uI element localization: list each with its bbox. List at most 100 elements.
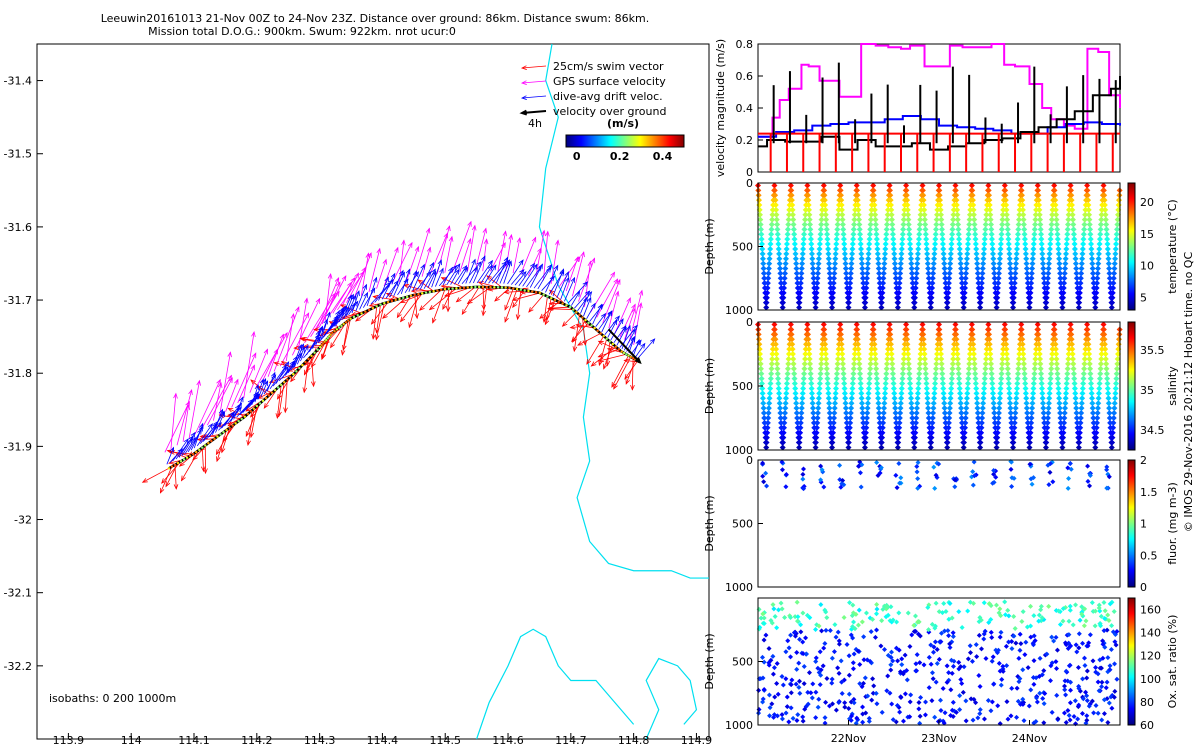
section-marker (970, 600, 976, 606)
swim-vector (539, 301, 560, 319)
section-marker (827, 627, 833, 633)
section-marker (830, 424, 837, 431)
section-marker (1018, 641, 1024, 647)
drift-vector-head (590, 302, 596, 309)
section-marker (1005, 370, 1012, 377)
section-marker (1015, 226, 1022, 233)
swim-vector (321, 336, 330, 360)
time-x-tick-label: 22Nov (831, 732, 867, 745)
section-marker (773, 351, 780, 358)
section-marker (807, 370, 814, 377)
section-marker (756, 606, 762, 612)
gps-vector-head (347, 281, 352, 288)
swim-vector-head (445, 306, 451, 313)
section-marker (774, 661, 780, 667)
section-marker (930, 270, 937, 277)
section-marker (780, 284, 787, 291)
section-marker (865, 245, 872, 252)
section-marker (863, 280, 870, 287)
section-marker (1114, 226, 1121, 233)
section-marker (822, 351, 829, 358)
legend-arrow-head (520, 80, 527, 85)
section-colorbar-cell (1128, 486, 1135, 488)
section-marker (915, 476, 921, 482)
section-marker (909, 419, 916, 426)
section-marker (1035, 326, 1042, 333)
section-marker (825, 245, 832, 252)
gps-vector (505, 234, 512, 272)
section-marker (961, 284, 968, 291)
section-marker (808, 380, 815, 387)
section-marker (846, 672, 852, 678)
section-marker (768, 231, 775, 238)
section-marker (933, 221, 940, 228)
section-marker (875, 260, 882, 267)
section-marker (888, 667, 894, 673)
section-marker (891, 250, 898, 257)
section-colorbar-cell (1128, 575, 1135, 577)
map-y-tick-label: -31.6 (4, 221, 32, 234)
section-marker (860, 280, 867, 287)
track-speed-dot (276, 386, 280, 389)
section-marker (1116, 336, 1123, 343)
track-speed-dot (504, 286, 507, 289)
section-colorbar-cell (1128, 663, 1135, 665)
colorbar-cell (616, 135, 618, 147)
section-marker (858, 395, 865, 402)
section-marker (842, 400, 849, 407)
section-marker (1079, 255, 1086, 262)
section-marker (1046, 482, 1052, 488)
section-marker (774, 681, 780, 687)
section-marker (964, 385, 971, 392)
section-colorbar-cell (1128, 534, 1135, 536)
track-speed-dot (602, 334, 605, 338)
section-marker (835, 665, 841, 671)
section-colorbar-cell (1128, 471, 1135, 473)
section-marker (937, 346, 944, 353)
swim-vector-head (597, 340, 604, 346)
section-colorbar-cell (1128, 222, 1135, 224)
section-marker (813, 658, 819, 664)
section-marker (807, 236, 814, 243)
drift-vector (635, 343, 646, 358)
track-speed-dot (590, 324, 593, 327)
section-marker (987, 351, 994, 358)
section-marker (990, 260, 997, 267)
drift-vector-head (218, 408, 224, 415)
section-marker (977, 444, 984, 451)
section-marker (933, 226, 940, 233)
section-marker (779, 716, 785, 722)
section-colorbar-cell (1128, 210, 1135, 212)
swim-vector-head (313, 327, 319, 332)
section-marker (1038, 241, 1045, 248)
section-marker (833, 380, 840, 387)
section-marker (809, 260, 816, 267)
section-marker (779, 304, 786, 311)
section-marker (766, 260, 773, 267)
colorbar-cell (670, 135, 672, 147)
swim-vector (256, 386, 273, 394)
colorbar-cell (609, 135, 611, 147)
track-speed-dot (402, 296, 405, 300)
section-colorbar-tick-label: 160 (1140, 604, 1161, 617)
track-speed-dot (527, 289, 530, 293)
section-marker (949, 231, 956, 238)
section-colorbar-cell (1128, 237, 1135, 239)
section-marker (808, 250, 815, 257)
section-marker (838, 658, 844, 664)
section-marker (802, 216, 809, 223)
drift-vector-head (388, 278, 395, 285)
section-marker (857, 375, 864, 382)
section-marker (1031, 370, 1038, 377)
swim-vector-head (494, 296, 500, 302)
section-colorbar-cell (1128, 342, 1135, 344)
section-marker (925, 405, 932, 412)
section-marker (820, 182, 827, 189)
section-marker (1020, 221, 1027, 228)
section-marker (1077, 617, 1083, 623)
section-colorbar-cell (1128, 281, 1135, 283)
section-marker (942, 710, 948, 716)
colorbar-cell (587, 135, 589, 147)
section-marker (952, 484, 958, 490)
section-marker (978, 424, 985, 431)
